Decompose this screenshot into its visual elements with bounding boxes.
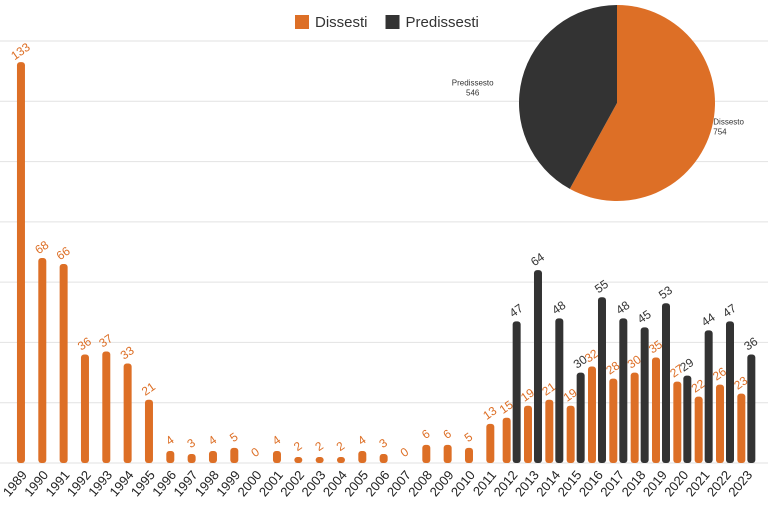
value-label: 68: [32, 238, 51, 257]
bar: [555, 318, 564, 463]
bar: [59, 264, 68, 463]
value-label: 6: [440, 426, 454, 441]
bar: [272, 450, 281, 463]
bar: [630, 372, 639, 463]
pie-slice: [569, 5, 715, 201]
value-label: 36: [75, 334, 94, 353]
bar: [576, 372, 585, 463]
value-label: 37: [96, 331, 115, 350]
value-label: 48: [613, 298, 632, 317]
bar: [619, 318, 628, 463]
value-label: 47: [507, 301, 526, 320]
value-label: 55: [592, 277, 611, 296]
value-label: 47: [720, 301, 739, 320]
bar: [443, 444, 452, 463]
bar: [545, 399, 554, 463]
value-label: 33: [118, 343, 137, 362]
x-tick-label: 2023: [725, 467, 755, 499]
bar: [486, 423, 495, 463]
bar: [747, 354, 756, 463]
value-label: 45: [635, 307, 654, 326]
bar: [715, 384, 724, 463]
value-label: 2: [291, 438, 305, 453]
value-label: 6: [419, 426, 433, 441]
bar: [80, 354, 89, 463]
legend-swatch: [385, 15, 400, 29]
bar: [379, 453, 388, 463]
value-label: 4: [270, 432, 284, 447]
legend-swatch: [295, 15, 309, 29]
bar: [422, 444, 431, 463]
value-label: 21: [139, 379, 158, 398]
value-label: 0: [398, 444, 412, 459]
value-label: 36: [741, 334, 760, 353]
bar: [694, 396, 703, 463]
value-label: 3: [184, 435, 198, 450]
bar: [587, 366, 596, 463]
bar: [464, 447, 473, 463]
value-label: 133: [8, 40, 33, 63]
bar: [609, 378, 618, 463]
value-label: 5: [227, 429, 241, 444]
value-label: 3: [376, 435, 390, 450]
bar: [651, 357, 660, 463]
bar: [566, 405, 575, 463]
pie-value: 546: [466, 89, 480, 98]
value-label: 4: [355, 432, 369, 447]
bar: [502, 417, 511, 463]
bar: [38, 258, 47, 463]
pie-label: Dissesto: [713, 118, 744, 127]
bar: [704, 330, 713, 463]
value-label: 4: [206, 432, 220, 447]
bar: [336, 456, 345, 463]
value-label: 0: [248, 444, 262, 459]
bar: [16, 62, 25, 463]
bar: [166, 450, 175, 463]
bar: [737, 393, 746, 463]
legend-label: Dissesti: [315, 14, 368, 31]
bar: [187, 453, 196, 463]
pie-slice: [518, 5, 617, 189]
bar: [102, 351, 111, 463]
value-label: 2: [312, 438, 326, 453]
pie-value: 754: [713, 128, 727, 137]
bar: [683, 375, 692, 463]
bar: [123, 363, 132, 463]
value-label: 53: [656, 283, 675, 302]
bar: [208, 450, 217, 463]
bar: [640, 327, 649, 463]
value-label: 64: [528, 250, 547, 269]
legend-label: Predissesti: [406, 14, 479, 31]
bar: [725, 321, 734, 463]
bar: [533, 270, 542, 463]
pie-label: Predissesto: [452, 79, 494, 88]
bar: [294, 456, 303, 463]
bar: [512, 321, 521, 463]
value-label: 66: [54, 244, 73, 263]
value-label: 48: [549, 298, 568, 317]
bar: [661, 303, 670, 463]
bar: [597, 297, 606, 463]
bar: [523, 405, 532, 463]
bar: [673, 381, 682, 463]
value-label: 2: [334, 438, 348, 453]
value-label: 44: [699, 310, 718, 329]
bar: [358, 450, 367, 463]
bar: [315, 456, 324, 463]
bar: [144, 399, 153, 463]
value-label: 4: [163, 432, 177, 447]
value-label: 5: [462, 429, 476, 444]
bar: [230, 447, 239, 463]
